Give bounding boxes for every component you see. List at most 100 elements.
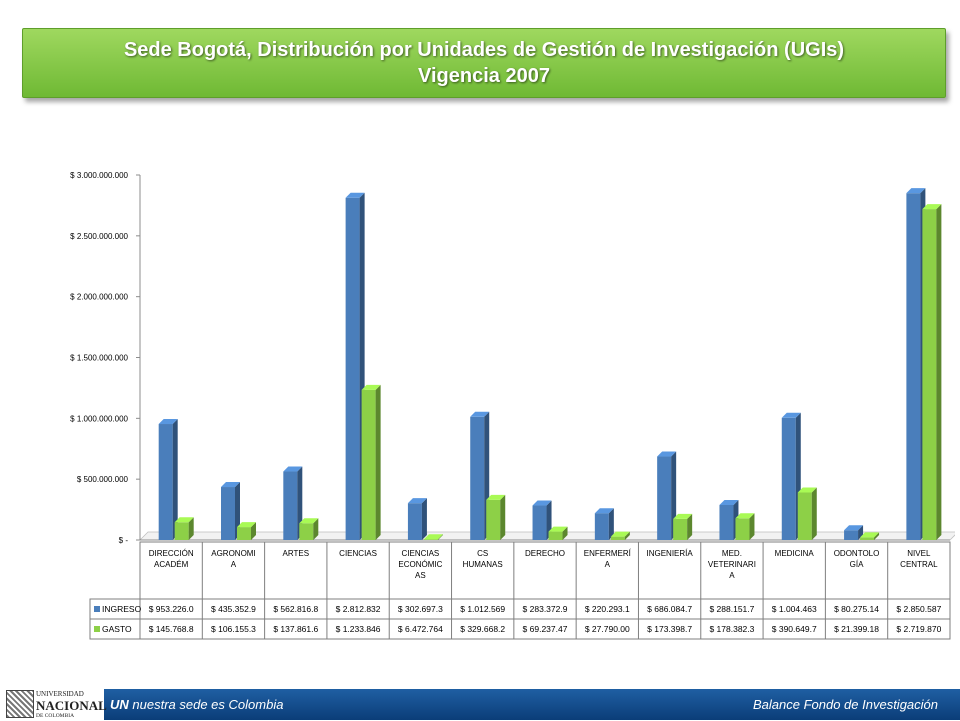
bar-gasto xyxy=(237,522,256,540)
legend-label-ingreso: INGRESO xyxy=(102,604,142,614)
bar-front xyxy=(237,527,251,540)
data-label: $ 220.293.1 xyxy=(585,604,630,614)
bar-side xyxy=(251,522,256,540)
bar-top xyxy=(158,419,178,425)
data-label: $ 2.812.832 xyxy=(336,604,381,614)
y-tick-label: $ 1.000.000.000 xyxy=(70,414,128,423)
bar-gasto xyxy=(735,513,755,540)
bar-top xyxy=(283,466,303,472)
bar-ingreso xyxy=(158,419,178,540)
data-label: $ 1.233.846 xyxy=(336,624,381,634)
y-tick-label: $ - xyxy=(119,536,129,545)
bar-side xyxy=(172,419,178,540)
bar-gasto xyxy=(299,518,319,540)
data-label: $ 329.668.2 xyxy=(460,624,505,634)
x-tick-label: MED. VETERINARI A xyxy=(708,549,756,580)
bar-side xyxy=(608,508,614,540)
bar-gasto xyxy=(361,384,381,540)
bar-front xyxy=(283,471,298,540)
bar-front xyxy=(532,505,547,540)
data-label: $ 686.084.7 xyxy=(647,604,692,614)
bar-front xyxy=(610,536,625,540)
bar-front xyxy=(345,197,360,541)
bar-front xyxy=(735,518,750,540)
bar-top xyxy=(237,522,256,528)
bar-gasto xyxy=(174,517,194,540)
chart-title-line2: Vigencia 2007 xyxy=(418,65,550,87)
data-label: $ 1.004.463 xyxy=(772,604,817,614)
bar-top xyxy=(299,518,319,524)
bar-gasto xyxy=(860,532,880,540)
logo-line2: NACIONAL xyxy=(36,698,107,713)
bar-front xyxy=(361,389,376,540)
data-label: $ 435.352.9 xyxy=(211,604,256,614)
legend-key-gasto xyxy=(94,626,100,632)
bar-side xyxy=(858,525,864,540)
y-tick-label: $ 2.000.000.000 xyxy=(70,293,128,302)
bar-side xyxy=(687,513,693,540)
data-label: $ 302.697.3 xyxy=(398,604,443,614)
data-label: $ 106.155.3 xyxy=(211,624,256,634)
bar-side xyxy=(874,532,880,540)
data-label: $ 283.372.9 xyxy=(523,604,568,614)
bar-side xyxy=(437,534,443,540)
legend-key-ingreso xyxy=(94,606,100,612)
bar-ingreso xyxy=(221,482,240,540)
footer-brand: UN xyxy=(110,697,129,712)
bar-front xyxy=(906,193,921,540)
bar-front xyxy=(844,530,859,540)
title-banner: Sede Bogotá, Distribución por Unidades d… xyxy=(22,28,946,98)
data-label: $ 1.012.569 xyxy=(460,604,505,614)
x-tick-label: CS HUMANAS xyxy=(463,549,503,569)
data-label: $ 6.472.764 xyxy=(398,624,443,634)
bar-ingreso xyxy=(594,508,614,540)
bar-top xyxy=(470,411,490,417)
y-tick-label: $ 2.500.000.000 xyxy=(70,232,128,241)
data-label: $ 2.719.870 xyxy=(896,624,941,634)
data-label: $ 173.398.7 xyxy=(647,624,692,634)
bar-top xyxy=(673,513,693,519)
bar-ingreso xyxy=(844,525,864,540)
bar-front xyxy=(470,416,485,540)
x-tick-label: INGENIERÍA xyxy=(646,549,693,558)
bar-top xyxy=(221,482,240,488)
bar-side xyxy=(811,487,817,540)
data-label: $ 562.816.8 xyxy=(273,604,318,614)
data-label: $ 80.275.14 xyxy=(834,604,879,614)
bar-side xyxy=(749,513,755,540)
bar-front xyxy=(594,513,609,540)
bar-gasto xyxy=(922,204,942,540)
chart-title-line1: Sede Bogotá, Distribución por Unidades d… xyxy=(123,39,845,61)
x-tick-label: AGRONOMI A xyxy=(211,549,255,569)
bar-front xyxy=(174,522,189,540)
bar-front xyxy=(299,523,314,540)
bar-top xyxy=(860,532,880,538)
y-tick-label: $ 3.000.000.000 xyxy=(70,171,128,180)
data-label: $ 69.237.47 xyxy=(523,624,568,634)
bar-front xyxy=(860,537,875,540)
x-tick-label: CIENCIAS ECONÓMIC AS xyxy=(398,549,442,580)
logo-line3: DE COLOMBIA xyxy=(36,713,75,719)
bar-ingreso xyxy=(345,192,365,541)
bar-ingreso xyxy=(532,500,552,540)
bar-front xyxy=(719,504,734,540)
bar-front xyxy=(657,456,672,540)
bar-top xyxy=(922,204,942,210)
x-tick-label: MEDICINA xyxy=(775,549,815,558)
y-tick-label: $ 1.500.000.000 xyxy=(70,354,128,363)
footer-tagline: UN nuestra sede es Colombia xyxy=(110,697,283,712)
bar-top xyxy=(423,534,443,540)
data-label: $ 390.649.7 xyxy=(772,624,817,634)
bar-top xyxy=(486,494,506,500)
bar-side xyxy=(421,498,427,540)
university-logo: UNIVERSIDAD NACIONAL DE COLOMBIA xyxy=(6,690,107,719)
shield-icon xyxy=(6,690,34,718)
bar-top xyxy=(532,500,552,506)
bar-top xyxy=(906,188,926,194)
data-label: $ 145.768.8 xyxy=(149,624,194,634)
data-label: $ 2.850.587 xyxy=(896,604,941,614)
logo-line1: UNIVERSIDAD xyxy=(36,690,84,698)
bar-front xyxy=(221,487,235,540)
bar-front xyxy=(423,539,438,540)
bar-top xyxy=(719,499,739,505)
